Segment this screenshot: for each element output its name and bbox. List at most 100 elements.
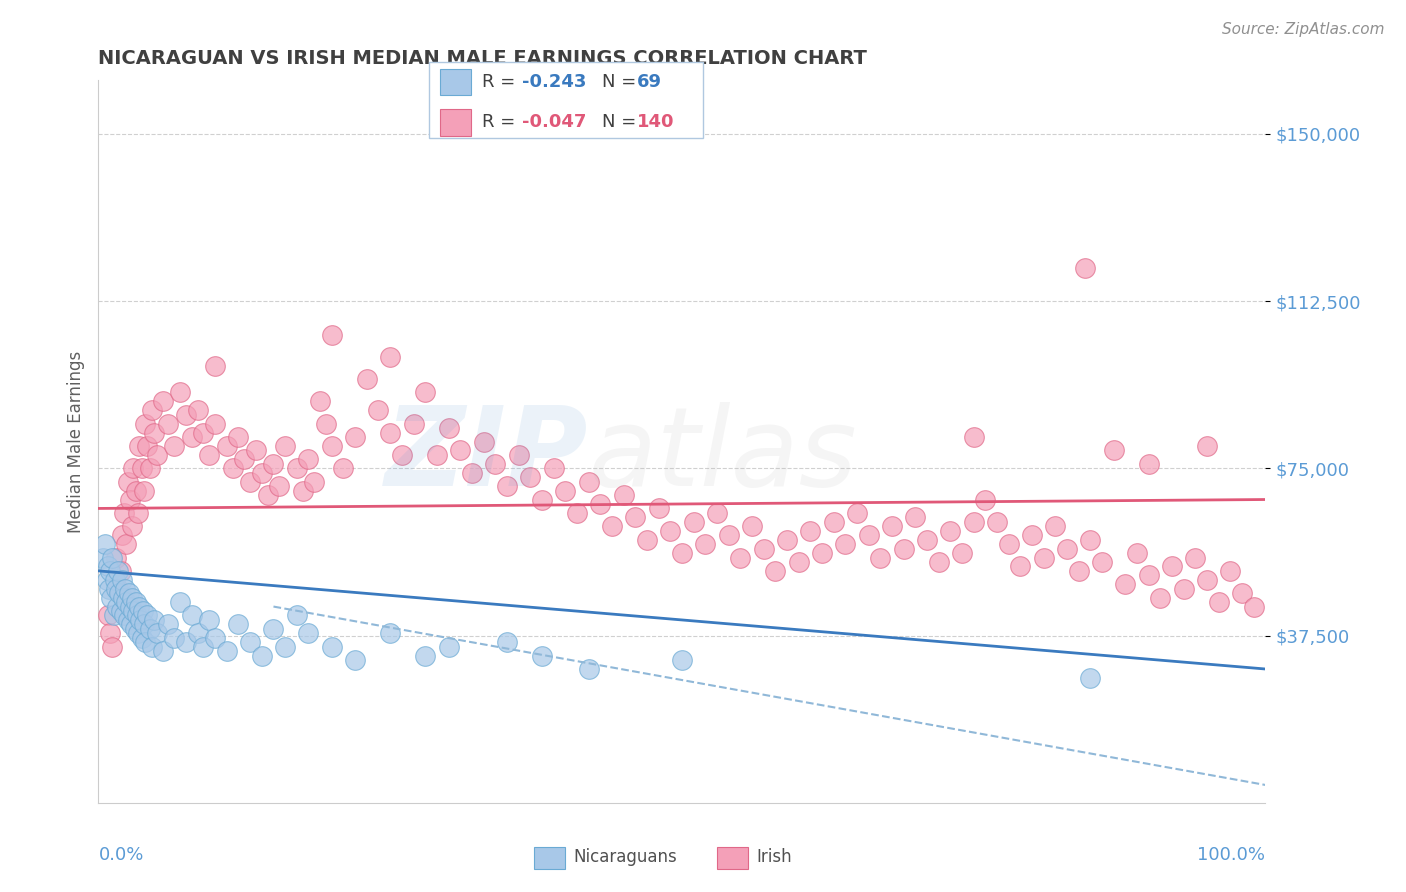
- Point: [1195, 573, 1218, 587]
- Point: [304, 475, 326, 489]
- Point: [1091, 555, 1114, 569]
- Point: [163, 439, 186, 453]
- Point: [461, 466, 484, 480]
- Point: [426, 448, 449, 462]
- Point: [291, 483, 314, 498]
- Point: [127, 506, 149, 520]
- Point: [297, 626, 319, 640]
- Point: [204, 359, 226, 373]
- Point: [1149, 591, 1171, 605]
- Point: [125, 608, 148, 623]
- Point: [893, 541, 915, 556]
- Point: [115, 537, 138, 551]
- Point: [380, 626, 402, 640]
- Point: [198, 613, 221, 627]
- Text: 140: 140: [637, 113, 675, 131]
- Point: [157, 617, 180, 632]
- Point: [449, 443, 471, 458]
- Point: [125, 483, 148, 498]
- Point: [437, 640, 460, 654]
- Point: [530, 492, 553, 507]
- Point: [193, 425, 215, 440]
- Point: [1219, 564, 1241, 578]
- Point: [239, 635, 262, 649]
- Point: [682, 515, 704, 529]
- Point: [1114, 577, 1136, 591]
- Point: [96, 573, 118, 587]
- Point: [111, 591, 134, 605]
- Point: [111, 528, 134, 542]
- Point: [262, 622, 284, 636]
- Point: [530, 648, 553, 663]
- Point: [1067, 564, 1090, 578]
- Point: [122, 461, 145, 475]
- Point: [94, 537, 117, 551]
- Point: [198, 448, 221, 462]
- Text: -0.047: -0.047: [522, 113, 586, 131]
- Point: [1080, 533, 1102, 547]
- Point: [157, 417, 180, 431]
- Point: [228, 430, 250, 444]
- Point: [730, 550, 752, 565]
- Point: [636, 533, 658, 547]
- Point: [128, 599, 150, 614]
- Point: [1230, 586, 1253, 600]
- Point: [104, 573, 127, 587]
- Point: [204, 417, 226, 431]
- Point: [129, 613, 152, 627]
- Point: [124, 622, 146, 636]
- Point: [344, 430, 367, 444]
- Point: [402, 417, 425, 431]
- Point: [111, 573, 134, 587]
- Point: [103, 608, 125, 623]
- Point: [1126, 546, 1149, 560]
- Point: [180, 608, 202, 623]
- Point: [169, 385, 191, 400]
- Text: 0.0%: 0.0%: [98, 847, 143, 864]
- Point: [974, 492, 997, 507]
- Point: [136, 439, 159, 453]
- Point: [262, 457, 284, 471]
- Point: [169, 595, 191, 609]
- Point: [118, 586, 141, 600]
- Point: [141, 640, 163, 654]
- Point: [285, 461, 308, 475]
- Point: [174, 635, 197, 649]
- Point: [1032, 550, 1054, 565]
- Point: [962, 515, 984, 529]
- Point: [139, 622, 162, 636]
- Point: [543, 461, 565, 475]
- Point: [101, 640, 124, 654]
- Point: [108, 586, 131, 600]
- Point: [105, 599, 128, 614]
- Point: [98, 626, 121, 640]
- Point: [437, 421, 460, 435]
- Point: [134, 635, 156, 649]
- Point: [121, 591, 143, 605]
- Text: N =: N =: [602, 113, 641, 131]
- Point: [127, 626, 149, 640]
- Point: [239, 475, 262, 489]
- Point: [193, 640, 215, 654]
- Point: [554, 483, 576, 498]
- Point: [600, 519, 623, 533]
- Point: [332, 461, 354, 475]
- Point: [221, 461, 243, 475]
- Point: [152, 394, 174, 409]
- Point: [120, 617, 142, 632]
- Point: [104, 582, 127, 596]
- Point: [1137, 457, 1160, 471]
- Point: [112, 608, 135, 623]
- Point: [163, 631, 186, 645]
- Point: [98, 564, 121, 578]
- Point: [508, 448, 530, 462]
- Point: [880, 519, 903, 533]
- Point: [950, 546, 973, 560]
- Point: [391, 448, 413, 462]
- Text: Nicaraguans: Nicaraguans: [574, 848, 678, 866]
- Y-axis label: Median Male Earnings: Median Male Earnings: [66, 351, 84, 533]
- Point: [858, 528, 880, 542]
- Point: [121, 519, 143, 533]
- Text: -0.243: -0.243: [522, 73, 586, 91]
- Point: [141, 403, 163, 417]
